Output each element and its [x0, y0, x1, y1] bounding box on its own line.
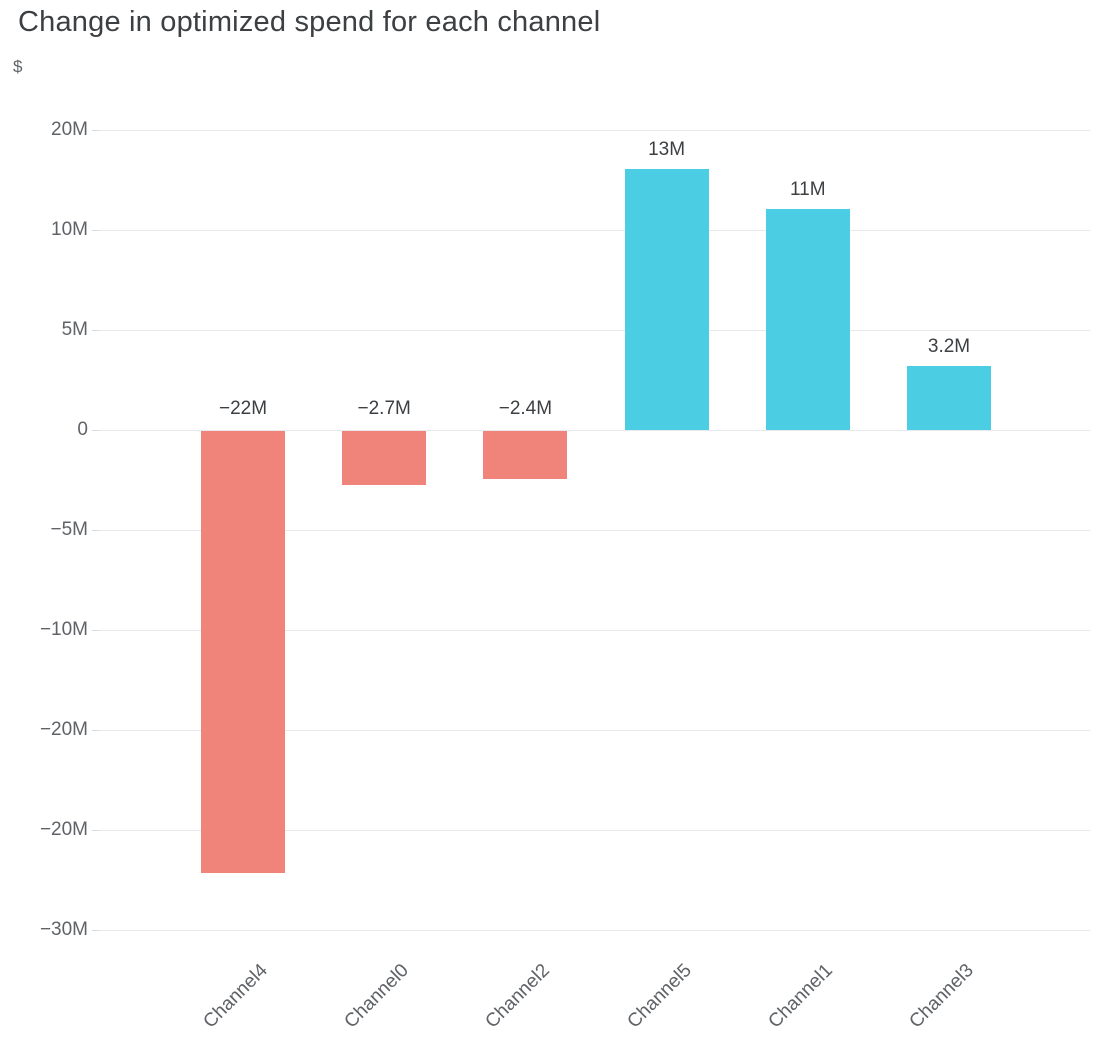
x-axis-label: Channel0	[340, 960, 414, 1033]
gridline	[100, 730, 1090, 731]
bar-value-label: 3.2M	[927, 336, 971, 357]
y-tick-label: 0	[77, 419, 88, 440]
y-tick-label: 10M	[51, 219, 88, 240]
x-axis-label: Channel5	[623, 960, 696, 1033]
bar	[765, 209, 850, 430]
y-tick-label: −20M	[39, 819, 88, 840]
gridline	[100, 330, 1090, 331]
x-axis-label: Channel2	[481, 960, 555, 1033]
y-tick-mark	[92, 730, 100, 731]
y-tick-mark	[92, 830, 100, 831]
bar-value-label: −2.7M	[357, 398, 411, 419]
x-axis-label: Channel3	[905, 960, 978, 1033]
y-tick-label: 5M	[61, 319, 88, 340]
y-tick-mark	[92, 930, 100, 931]
y-tick-label: −5M	[50, 519, 89, 540]
bar-value-label: −2.4M	[498, 398, 553, 419]
x-axis-label: Channel1	[764, 960, 837, 1033]
y-tick-mark	[92, 330, 100, 331]
gridline	[100, 130, 1090, 131]
y-tick-label: −30M	[39, 919, 88, 940]
y-axis-unit-label: $	[13, 57, 23, 76]
gridline	[100, 930, 1090, 931]
bar-value-label: 13M	[648, 139, 686, 160]
y-tick-mark	[92, 530, 100, 531]
y-tick-label: −10M	[39, 619, 88, 640]
y-tick-mark	[92, 130, 100, 131]
gridline	[100, 630, 1090, 631]
gridline	[100, 830, 1090, 831]
bar	[907, 366, 991, 430]
bar-value-label: −22M	[218, 398, 268, 419]
bar-value-label: 11M	[790, 179, 826, 200]
bar	[201, 431, 285, 873]
bar	[342, 431, 427, 485]
y-tick-label: −20M	[39, 719, 88, 740]
x-axis-label: Channel4	[199, 960, 272, 1033]
bar	[624, 169, 709, 430]
gridline	[100, 530, 1090, 531]
gridline	[100, 230, 1090, 231]
y-tick-mark	[92, 430, 100, 431]
chart-title: Change in optimized spend for each chann…	[18, 6, 601, 38]
y-tick-mark	[92, 630, 100, 631]
bar	[483, 431, 568, 479]
y-tick-label: 20M	[51, 119, 88, 140]
gridline	[100, 430, 1090, 431]
y-tick-mark	[92, 230, 100, 231]
